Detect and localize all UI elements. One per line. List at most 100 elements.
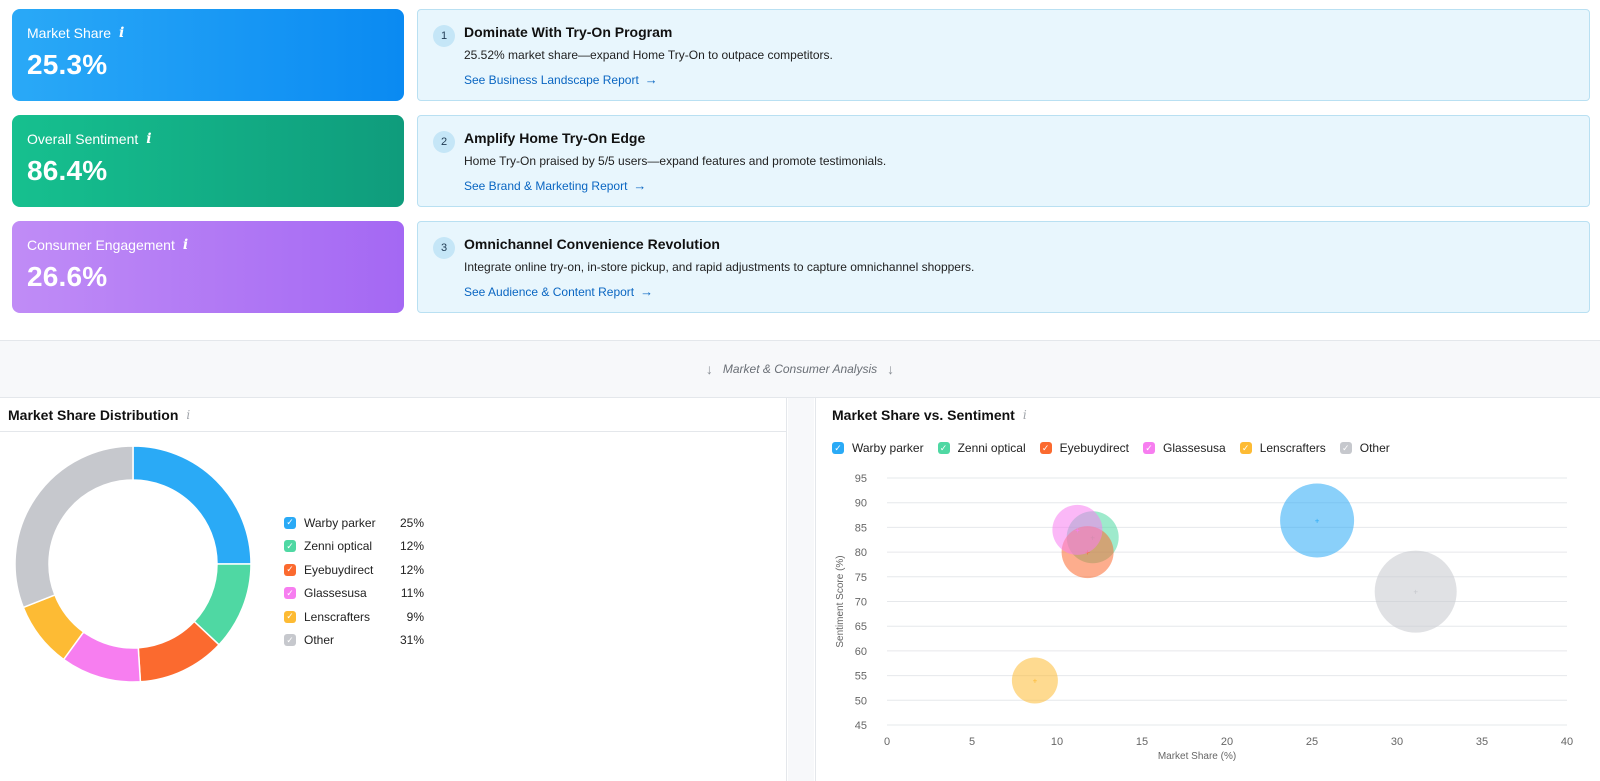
section-divider: ↓ Market & Consumer Analysis ↓ [0, 340, 1600, 398]
arrow-right-icon: → [633, 178, 647, 193]
legend-label: Glassesusa [304, 586, 367, 601]
market-share-distribution-panel: Market Share Distribution i ✓ Warby parker… [0, 398, 787, 781]
legend-label: Glassesusa [1163, 441, 1226, 455]
legend-item-glassesusa[interactable]: ✓ Glassesusa [1143, 441, 1226, 455]
link-label: See Business Landscape Report [464, 72, 639, 87]
bubble-center-marker: + [1315, 516, 1320, 525]
panel-title: Market Share vs. Sentiment [832, 407, 1015, 423]
legend-label: Eyebuydirect [304, 562, 374, 577]
insight-description: 25.52% market share—expand Home Try-On t… [464, 48, 833, 62]
checkbox-icon[interactable]: ✓ [284, 563, 296, 576]
legend-item-eyebuydirect[interactable]: ✓ Eyebuydirect [1039, 441, 1129, 455]
insight-title: Dominate With Try-On Program [464, 24, 673, 40]
legend-item-other[interactable]: ✓ Other 31% [284, 629, 424, 653]
kpi-value: 26.6% [27, 261, 108, 292]
arrow-right-icon: → [644, 72, 658, 87]
insight-number: 1 [433, 25, 455, 47]
legend-value: 9% [406, 609, 424, 624]
link-label: See Brand & Marketing Report [464, 178, 628, 193]
legend-label: Other [304, 633, 335, 648]
insight-card: 2 Amplify Home Try-On Edge Home Try-On p… [417, 115, 1590, 207]
x-tick-label: 25 [1306, 736, 1318, 748]
checkbox-icon[interactable]: ✓ [832, 442, 844, 454]
kpi-label: Overall Sentiment [27, 131, 139, 147]
insight-title: Omnichannel Convenience Revolution [464, 236, 720, 252]
legend-item-lenscrafters[interactable]: ✓ Lenscrafters 9% [284, 605, 424, 629]
legend-item-glassesusa[interactable]: ✓ Glassesusa 11% [284, 582, 424, 606]
donut-slice-other[interactable] [14, 445, 134, 609]
bubble-other[interactable] [1374, 550, 1457, 633]
legend-label: Zenni optical [304, 539, 373, 554]
bubble-lenscrafters[interactable] [1011, 657, 1058, 704]
info-icon[interactable]: i [186, 407, 191, 422]
legend-label: Zenni optical [957, 441, 1026, 455]
checkbox-icon[interactable]: ✓ [284, 540, 296, 553]
legend-item-warby-parker[interactable]: ✓ Warby parker [832, 441, 924, 455]
legend-item-other[interactable]: ✓ Other [1339, 441, 1390, 455]
y-tick-label: 95 [855, 473, 867, 485]
info-icon[interactable]: i [146, 131, 152, 147]
checkbox-icon[interactable]: ✓ [1239, 442, 1252, 454]
insight-card: 3 Omnichannel Convenience Revolution Int… [417, 221, 1590, 313]
donut-legend: ✓ Warby parker 25% ✓ Zenni optical 12% ✓ Eyebuy… [284, 511, 424, 652]
bubble-center-marker: + [1033, 677, 1038, 686]
kpi-label: Market Share [27, 25, 112, 41]
kpi-value: 86.4% [27, 155, 108, 186]
bubble-warby-parker[interactable] [1280, 483, 1355, 558]
checkbox-icon[interactable]: ✓ [1039, 442, 1052, 454]
legend-item-warby-parker[interactable]: ✓ Warby parker 25% [284, 511, 424, 535]
y-tick-label: 55 [855, 671, 867, 683]
x-tick-label: 35 [1476, 736, 1488, 748]
panel-gap [788, 398, 814, 781]
y-tick-label: 65 [855, 621, 867, 633]
checkbox-icon[interactable]: ✓ [284, 587, 296, 600]
checkbox-icon[interactable]: ✓ [284, 516, 296, 529]
bubble-center-marker: + [1413, 588, 1418, 597]
x-tick-label: 20 [1221, 736, 1233, 748]
legend-item-eyebuydirect[interactable]: ✓ Eyebuydirect 12% [284, 558, 424, 582]
legend-value: 12% [399, 562, 424, 577]
insight-description: Home Try-On praised by 5/5 users—expand … [464, 154, 887, 168]
link-label: See Audience & Content Report [464, 284, 635, 299]
x-tick-label: 10 [1051, 736, 1063, 748]
legend-item-zenni-optical[interactable]: ✓ Zenni optical [937, 441, 1026, 455]
x-tick-label: 15 [1136, 736, 1148, 748]
y-tick-label: 75 [855, 572, 867, 584]
legend-label: Warby parker [852, 441, 924, 455]
insight-card: 1 Dominate With Try-On Program 25.52% ma… [417, 9, 1590, 101]
insight-description: Integrate online try-on, in-store pickup… [464, 260, 975, 274]
legend-value: 12% [399, 539, 424, 554]
business-landscape-report-link[interactable]: See Business Landscape Report → [464, 72, 658, 87]
y-axis-label: Sentiment Score (%) [835, 555, 846, 647]
checkbox-icon[interactable]: ✓ [284, 610, 296, 623]
arrow-right-icon: → [640, 284, 654, 299]
legend-value: 31% [399, 633, 424, 648]
kpi-label: Consumer Engagement [27, 237, 175, 253]
x-tick-label: 0 [884, 736, 890, 748]
insight-number: 3 [433, 237, 455, 259]
insight-title: Amplify Home Try-On Edge [464, 130, 646, 146]
checkbox-icon[interactable]: ✓ [937, 442, 950, 454]
legend-value: 11% [400, 586, 424, 601]
bubble-glassesusa[interactable] [1052, 504, 1103, 555]
x-tick-label: 30 [1391, 736, 1403, 748]
y-tick-label: 85 [855, 522, 867, 534]
checkbox-icon[interactable]: ✓ [1339, 442, 1352, 454]
legend-value: 25% [399, 515, 424, 530]
y-tick-label: 45 [855, 720, 867, 732]
section-divider-label: Market & Consumer Analysis [722, 362, 878, 376]
info-icon[interactable]: i [119, 25, 125, 41]
info-icon[interactable]: i [1022, 408, 1027, 422]
y-tick-label: 70 [855, 597, 867, 609]
checkbox-icon[interactable]: ✓ [1143, 442, 1155, 454]
brand-marketing-report-link[interactable]: See Brand & Marketing Report → [464, 178, 646, 193]
arrow-down-icon: ↓ [705, 361, 713, 377]
legend-item-lenscrafters[interactable]: ✓ Lenscrafters [1239, 441, 1326, 455]
audience-content-report-link[interactable]: See Audience & Content Report → [464, 284, 653, 299]
y-tick-label: 60 [855, 646, 867, 658]
donut-slice-warby-parker[interactable] [132, 445, 252, 565]
checkbox-icon[interactable]: ✓ [284, 634, 296, 647]
legend-item-zenni-optical[interactable]: ✓ Zenni optical 12% [284, 535, 424, 559]
x-tick-label: 40 [1561, 736, 1573, 748]
info-icon[interactable]: i [182, 237, 189, 253]
